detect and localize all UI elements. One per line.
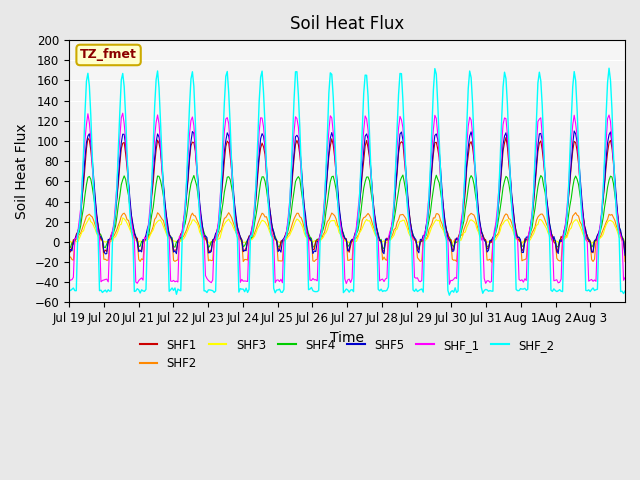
SHF2: [351, 236, 359, 241]
SHF4: [621, 244, 629, 250]
SHF4: [102, 245, 109, 251]
SHF_2: [605, 65, 613, 71]
SHF4: [351, 235, 359, 241]
SHF1: [546, 223, 554, 228]
SHF2: [102, 256, 109, 262]
SHF4: [465, 185, 472, 191]
SHF3: [465, 221, 472, 227]
SHF1: [620, 238, 627, 244]
SHF_1: [84, 111, 92, 117]
SHF2: [546, 229, 554, 235]
SHF_1: [465, 123, 472, 129]
SHF_2: [620, 291, 627, 297]
SHF1: [351, 233, 359, 239]
SHF_2: [351, 236, 359, 241]
SHF_2: [621, 288, 629, 294]
SHF_1: [445, 281, 453, 287]
SHF4: [65, 243, 73, 249]
Line: SHF4: SHF4: [69, 175, 625, 249]
SHF1: [65, 248, 73, 254]
SHF3: [140, 241, 147, 247]
SHF_2: [546, 235, 554, 240]
SHF1: [102, 247, 109, 253]
SHF_2: [65, 287, 73, 292]
SHF3: [620, 239, 627, 244]
SHF5: [621, 252, 629, 258]
SHF1: [589, 250, 597, 256]
SHF2: [620, 237, 627, 242]
SHF2: [461, 223, 469, 228]
SHF1: [461, 189, 469, 194]
SHF_1: [353, 224, 360, 229]
SHF4: [399, 172, 407, 178]
SHF3: [65, 240, 73, 246]
SHF_1: [620, 277, 627, 283]
SHF1: [502, 134, 510, 140]
SHF3: [354, 235, 362, 240]
SHF_2: [102, 287, 109, 293]
SHF_1: [547, 234, 555, 240]
SHF1: [621, 250, 629, 255]
SHF2: [572, 210, 579, 216]
SHF4: [84, 175, 92, 180]
SHF3: [621, 239, 629, 244]
SHF5: [461, 182, 469, 188]
SHF_1: [102, 276, 109, 282]
Line: SHF5: SHF5: [69, 131, 625, 255]
SHF5: [84, 133, 92, 139]
SHF3: [547, 237, 555, 242]
Line: SHF1: SHF1: [69, 137, 625, 253]
SHF1: [84, 135, 92, 141]
SHF_2: [84, 71, 92, 76]
Line: SHF3: SHF3: [69, 217, 625, 244]
SHF5: [618, 236, 626, 241]
SHF3: [86, 215, 93, 220]
Line: SHF_1: SHF_1: [69, 113, 625, 284]
SHF4: [380, 246, 388, 252]
SHF2: [621, 259, 629, 264]
Title: Soil Heat Flux: Soil Heat Flux: [290, 15, 404, 33]
SHF3: [84, 218, 92, 224]
SHF5: [351, 230, 359, 236]
SHF2: [65, 255, 73, 261]
Line: SHF2: SHF2: [69, 213, 625, 262]
SHF5: [102, 251, 109, 257]
Line: SHF_2: SHF_2: [69, 68, 625, 295]
SHF4: [620, 236, 627, 242]
SHF2: [488, 259, 495, 265]
Text: TZ_fmet: TZ_fmet: [80, 48, 137, 61]
SHF3: [103, 239, 111, 244]
SHF_1: [65, 278, 73, 284]
Legend: SHF1, SHF2, SHF3, SHF4, SHF5, SHF_1, SHF_2: SHF1, SHF2, SHF3, SHF4, SHF5, SHF_1, SHF…: [135, 334, 559, 375]
Y-axis label: Soil Heat Flux: Soil Heat Flux: [15, 123, 29, 219]
SHF_1: [119, 110, 127, 116]
SHF5: [65, 250, 73, 256]
SHF_1: [621, 275, 629, 280]
SHF_2: [463, 122, 470, 128]
X-axis label: Time: Time: [330, 331, 364, 345]
SHF5: [570, 128, 578, 134]
SHF2: [84, 212, 92, 218]
SHF_2: [445, 292, 453, 298]
SHF5: [544, 207, 552, 213]
SHF4: [547, 229, 555, 235]
